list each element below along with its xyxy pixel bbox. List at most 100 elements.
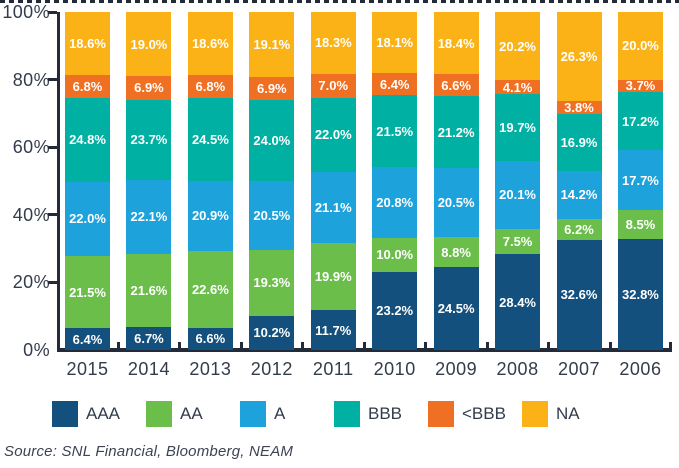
bar-segment: 18.4% (433, 11, 479, 75)
y-axis-tick (48, 280, 57, 284)
segment-value-label: 20.2% (499, 38, 536, 54)
bar-segment: 24.5% (187, 97, 233, 181)
segment-value-label: 22.0% (69, 211, 106, 227)
bar-segment: 18.1% (372, 12, 418, 74)
segment-value-label: 20.1% (499, 187, 536, 203)
bar-segment: 4.1% (495, 80, 541, 95)
bar-segment: 20.5% (249, 181, 295, 251)
segment-value-label: 17.2% (622, 113, 659, 129)
segment-value-label: 32.6% (560, 287, 598, 303)
x-axis-tick (608, 342, 612, 352)
segment-value-label: 10.0% (376, 247, 414, 263)
legend-item-aa: AA (146, 401, 240, 427)
bar-2014: 6.7% 21.6% 22.1% 23.7% 6.9% 19.0% (126, 11, 172, 350)
segment-value-label: 19.7% (499, 119, 536, 135)
segment-value-label: 20.5% (253, 208, 291, 224)
legend-label: A (274, 404, 286, 423)
segment-value-label: 24.0% (253, 132, 291, 148)
bar-segment: 6.8% (187, 74, 233, 98)
bar-2012: 10.2% 19.3% 20.5% 24.0% 6.9% 19.1% (249, 11, 295, 350)
legend-item-aaa: AAA (52, 401, 146, 427)
segment-value-label: 20.8% (376, 195, 414, 211)
bar-segment: 8.8% (433, 237, 479, 268)
x-axis-tick (668, 342, 672, 352)
bar-2009: 24.5% 8.8% 20.5% 21.2% 6.6% 18.4% (433, 11, 479, 350)
legend-label: AAA (86, 404, 121, 423)
segment-value-label: 21.2% (437, 124, 475, 140)
x-axis-year-label: 2013 (189, 359, 232, 379)
segment-value-label: 16.9% (560, 134, 598, 150)
segment-value-label: 6.4% (379, 76, 410, 92)
y-axis-tick (48, 213, 57, 217)
x-axis-year-label: 2011 (312, 359, 354, 379)
y-axis-tick (48, 78, 57, 82)
segment-value-label: 20.5% (437, 195, 475, 211)
segment-value-label: 6.8% (195, 78, 226, 94)
bar-segment: 24.5% (433, 267, 479, 350)
bar-segment: 24.8% (65, 97, 110, 182)
legend-item-na: NA (522, 401, 580, 427)
bar-2011: 11.7% 19.9% 21.1% 22.0% 7.0% 18.3% (310, 12, 356, 350)
bar-2007: 32.6% 6.2% 14.2% 16.9% 3.8% 26.3% (556, 12, 602, 350)
segment-value-label: 6.4% (72, 331, 103, 347)
bar-2013: 6.6% 22.6% 20.9% 24.5% 6.8% 18.6% (187, 11, 233, 350)
bar-segment: 19.7% (495, 94, 541, 161)
y-axis-tick-label: 100% (2, 2, 50, 22)
x-axis-year-label: 2012 (250, 359, 293, 379)
bar-segment: 16.9% (556, 113, 602, 171)
legend-label: AA (180, 404, 203, 423)
bars-area: 6.4% 21.5% 22.0% 24.8% 6.8% 18.6% 6.7% 21.6% 22.… (65, 11, 672, 352)
x-axis-year-label: 2007 (557, 359, 601, 379)
segment-value-label: 21.5% (376, 123, 414, 139)
x-axis-year-label: 2010 (373, 359, 416, 379)
bar-segment: 32.8% (617, 239, 663, 350)
bar-2010: 23.2% 10.0% 20.8% 21.5% 6.4% 18.1% (372, 12, 418, 350)
segment-value-label: 26.3% (560, 48, 598, 64)
bar-2008: 28.4% 7.5% 20.1% 19.7% 4.1% 20.2% (495, 12, 541, 350)
bar-segment: 18.6% (187, 11, 233, 75)
segment-value-label: 6.9% (134, 80, 164, 96)
bar-segment: 23.7% (126, 99, 172, 180)
bar-segment: 6.2% (556, 218, 602, 240)
x-axis-tick (178, 342, 181, 352)
bar-segment: 6.8% (65, 74, 110, 98)
bar-segment: 21.5% (65, 255, 110, 329)
segment-value-label: 17.7% (622, 172, 659, 188)
legend-swatch (428, 401, 454, 427)
bar-segment: 3.7% (617, 78, 663, 94)
bar-segment: 19.0% (126, 11, 172, 77)
segment-value-label: 22.0% (314, 127, 352, 143)
x-axis-year-label: 2015 (66, 359, 109, 379)
legend-swatch (52, 401, 78, 427)
x-axis-tick (362, 342, 366, 352)
x-axis-year-label: 2014 (127, 359, 170, 379)
source-note: Source: SNL Financial, Bloomberg, NEAM (4, 443, 294, 460)
bar-segment: 22.0% (310, 97, 356, 172)
segment-value-label: 7.5% (502, 233, 533, 249)
segment-value-label: 28.4% (499, 294, 536, 310)
bar-segment: 22.0% (65, 181, 110, 256)
segment-value-label: 22.6% (191, 281, 229, 297)
legend-swatch (334, 401, 360, 427)
bar-segment: 20.5% (433, 168, 479, 238)
segment-value-label: 21.6% (130, 283, 168, 299)
segment-value-label: 8.5% (625, 217, 656, 233)
y-axis-tick-label: 0% (23, 340, 50, 360)
segment-value-label: 3.8% (564, 99, 594, 115)
bar-segment: 22.6% (187, 251, 233, 328)
x-axis-tick (424, 342, 427, 352)
segment-value-label: 18.6% (191, 35, 229, 51)
bar-segment: 21.2% (433, 96, 479, 169)
segment-value-label: 18.1% (376, 35, 414, 51)
segment-value-label: 19.9% (314, 269, 352, 285)
x-axis-tick (116, 342, 120, 352)
bar-segment: 20.8% (372, 167, 418, 238)
segment-value-label: 3.7% (625, 78, 656, 94)
segment-value-label: 21.5% (69, 284, 106, 300)
segment-value-label: 8.8% (441, 244, 471, 260)
x-axis-tick (485, 342, 489, 352)
segment-value-label: 10.2% (253, 325, 291, 341)
y-axis-tick-label: 60% (12, 137, 50, 158)
bar-segment: 24.0% (249, 99, 295, 181)
